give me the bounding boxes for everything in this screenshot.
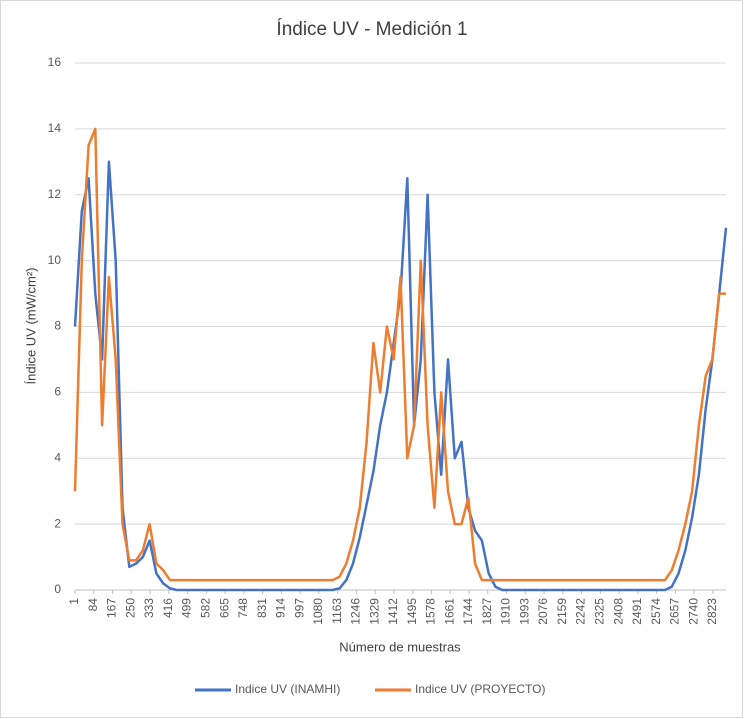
x-tick-label: 1910 [499, 598, 513, 625]
y-tick-label: 14 [48, 121, 62, 135]
series-line [73, 127, 726, 582]
x-tick-label: 2491 [630, 598, 644, 625]
x-tick-label: 250 [123, 598, 137, 618]
x-tick-label: 1412 [386, 598, 400, 625]
x-axis-title: Número de muestras [339, 639, 461, 654]
x-tick-label: 2325 [592, 598, 606, 625]
x-tick-label: 499 [180, 598, 194, 618]
x-tick-label: 997 [292, 598, 306, 618]
x-tick-label: 831 [255, 598, 269, 618]
x-tick-label: 2408 [611, 598, 625, 625]
x-tick-label: 1 [67, 598, 81, 605]
y-axis-title: Índice UV (mW/cm²) [23, 268, 38, 385]
y-tick-label: 0 [54, 582, 61, 596]
y-tick-label: 8 [54, 319, 61, 333]
x-tick-label: 2076 [536, 598, 550, 625]
x-tick-label: 1495 [405, 598, 419, 625]
x-tick-label: 1993 [517, 598, 531, 625]
y-tick-label: 4 [54, 450, 61, 464]
x-tick-label: 582 [199, 598, 213, 618]
x-tick-label: 665 [217, 598, 231, 618]
y-tick-label: 2 [54, 516, 61, 530]
x-tick-label: 1246 [349, 598, 363, 625]
chart-title: Índice UV - Medición 1 [276, 19, 467, 40]
x-tick-label: 1827 [480, 598, 494, 625]
y-tick-label: 10 [48, 253, 62, 267]
x-tick-label: 2242 [574, 598, 588, 625]
x-tick-label: 1080 [311, 598, 325, 625]
x-tick-label: 416 [161, 598, 175, 618]
y-tick-label: 12 [48, 187, 62, 201]
x-tick-label: 1163 [330, 598, 344, 624]
x-tick-label: 167 [105, 598, 119, 618]
legend-label: Indice UV (INAMHI) [235, 682, 340, 696]
x-tick-label: 84 [86, 598, 100, 612]
x-tick-label: 333 [142, 598, 156, 618]
x-tick-label: 1744 [461, 598, 475, 625]
legend-label: Indice UV (PROYECTO) [415, 682, 545, 696]
x-tick-label: 748 [236, 598, 250, 618]
x-tick-label: 1578 [424, 598, 438, 625]
x-tick-label: 914 [274, 598, 288, 618]
x-tick-label: 2574 [649, 598, 663, 625]
x-tick-label: 2657 [668, 598, 682, 625]
y-tick-label: 16 [48, 55, 62, 69]
x-tick-label: 1661 [442, 598, 456, 625]
x-tick-label: 1329 [367, 598, 381, 625]
y-tick-label: 6 [54, 385, 61, 399]
x-tick-label: 2159 [555, 598, 569, 625]
x-tick-label: 2823 [705, 598, 719, 625]
x-tick-label: 2740 [686, 598, 700, 625]
